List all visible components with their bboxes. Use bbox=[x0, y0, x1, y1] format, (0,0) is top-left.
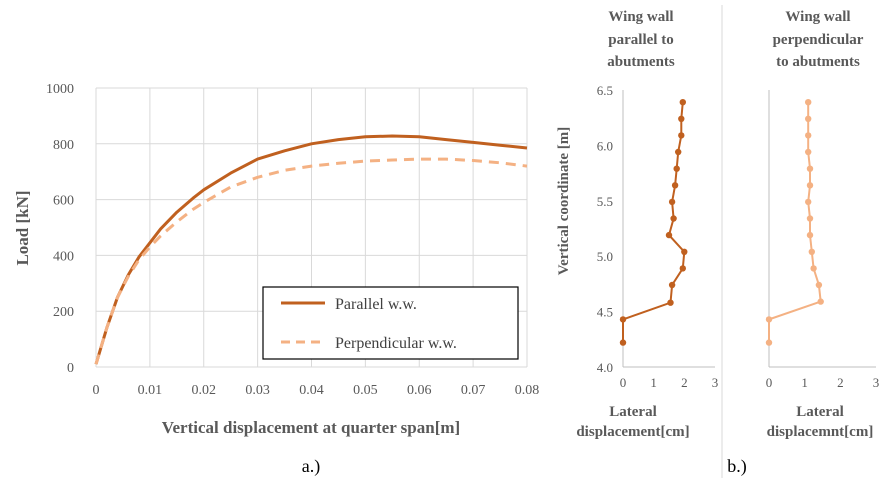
chart-b1-axes bbox=[622, 90, 715, 368]
chart-a-y-tick-label: 200 bbox=[53, 305, 74, 320]
chart-a-y-tick-label: 800 bbox=[53, 138, 74, 153]
parallel-wing-wall-profile: Wing wall parallel to abutments Vertical… bbox=[556, 9, 747, 477]
caption-b: b.) bbox=[727, 456, 747, 477]
b1-data-point bbox=[671, 182, 679, 189]
b2-data-point bbox=[806, 231, 814, 239]
b2-x-tick-label: 0 bbox=[766, 375, 773, 390]
chart-b2-title-line1: Wing wall bbox=[785, 9, 850, 25]
chart-a-y-ticks: 0 200 400 600 800 1000 bbox=[46, 82, 74, 376]
b1-y-tick-label: 6.5 bbox=[597, 83, 613, 98]
b2-x-tick-label: 3 bbox=[873, 375, 880, 390]
b1-data-point bbox=[668, 281, 676, 289]
chart-b1-x-ticks: 0 1 2 3 bbox=[620, 375, 719, 390]
b2-data-point bbox=[805, 198, 812, 206]
chart-a-x-tick-label: 0.03 bbox=[245, 383, 270, 398]
b1-x-tick-label: 1 bbox=[650, 375, 657, 390]
chart-a-y-tick-label: 0 bbox=[67, 361, 74, 376]
chart-a-legend: Parallel w.w. Perpendicular w.w. bbox=[262, 286, 519, 360]
chart-b1-title-line2: parallel to bbox=[608, 32, 673, 48]
b2-data-point bbox=[805, 115, 812, 123]
b2-series-line bbox=[768, 102, 822, 343]
b2-data-point bbox=[815, 281, 823, 289]
chart-b2-series bbox=[765, 99, 824, 346]
b2-data-point bbox=[765, 339, 773, 346]
chart-b1-series bbox=[619, 99, 688, 346]
b1-y-tick-label: 4.5 bbox=[597, 305, 613, 320]
b1-x-tick-label: 0 bbox=[620, 375, 627, 390]
chart-b2-title-line2: perpendicular bbox=[773, 32, 864, 48]
chart-a-x-axis-title: Vertical displacement at quarter span[m] bbox=[162, 418, 460, 437]
b1-x-tick-label: 3 bbox=[712, 375, 719, 390]
chart-a-series bbox=[94, 134, 528, 365]
b1-data-point bbox=[673, 165, 680, 172]
legend-box bbox=[262, 286, 519, 360]
chart-a-y-tick-label: 1000 bbox=[46, 82, 74, 97]
b1-y-tick-label: 5.0 bbox=[597, 249, 613, 264]
b1-data-point bbox=[679, 265, 686, 272]
b2-data-point bbox=[805, 132, 812, 139]
legend-label-perpendicular: Perpendicular w.w. bbox=[335, 335, 457, 352]
b2-data-point bbox=[765, 316, 773, 323]
b2-data-point bbox=[817, 298, 824, 305]
b1-x-tick-label: 2 bbox=[681, 375, 688, 390]
chart-a-x-tick-label: 0.06 bbox=[407, 383, 432, 398]
chart-a-x-tick-label: 0 bbox=[93, 383, 100, 398]
b1-y-tick-label: 5.5 bbox=[597, 194, 613, 209]
chart-a-series-line-perpendicular bbox=[94, 157, 528, 365]
chart-a-x-tick-label: 0.01 bbox=[138, 383, 163, 398]
b2-x-tick-label: 2 bbox=[837, 375, 844, 390]
chart-b2-axes bbox=[768, 90, 876, 368]
b2-data-point bbox=[805, 99, 812, 106]
b1-data-point bbox=[670, 215, 677, 222]
b2-x-tick-label: 1 bbox=[801, 375, 808, 390]
b1-data-point bbox=[678, 132, 685, 139]
b1-data-point bbox=[619, 316, 627, 323]
b2-data-point bbox=[810, 265, 817, 272]
chart-b1-title-line1: Wing wall bbox=[608, 9, 673, 25]
chart-a-y-tick-label: 600 bbox=[53, 194, 74, 209]
chart-b2-title-line3: to abutments bbox=[776, 54, 860, 70]
chart-a-x-tick-label: 0.08 bbox=[515, 383, 540, 398]
caption-a: a.) bbox=[302, 456, 320, 477]
chart-a-y-tick-label: 400 bbox=[53, 249, 74, 264]
b2-data-point bbox=[806, 165, 814, 172]
b1-data-point bbox=[619, 339, 627, 346]
b1-data-point bbox=[668, 198, 676, 206]
legend-label-parallel: Parallel w.w. bbox=[335, 296, 417, 313]
perpendicular-wing-wall-profile: Wing wall perpendicular to abutments 0 1 2… bbox=[766, 9, 880, 440]
chart-a-x-ticks: 0 0.01 0.02 0.03 0.04 0.05 0.06 0.07 0.08 bbox=[93, 383, 540, 398]
b2-data-point bbox=[806, 215, 814, 222]
chart-b1-x-axis-title-line2: displacement[cm] bbox=[576, 424, 689, 440]
b1-data-point bbox=[665, 231, 673, 239]
b1-series-line bbox=[622, 102, 686, 343]
chart-a-x-tick-label: 0.04 bbox=[299, 383, 324, 398]
chart-a-x-tick-label: 0.07 bbox=[461, 383, 486, 398]
chart-b2-x-axis-title-line1: Lateral bbox=[796, 404, 843, 420]
b2-data-point bbox=[805, 148, 812, 156]
b2-data-point bbox=[806, 182, 814, 189]
b1-data-point bbox=[681, 248, 688, 255]
chart-b1-y-axis-title: Vertical coordinate [m] bbox=[556, 127, 572, 276]
b1-y-tick-label: 4.0 bbox=[597, 360, 613, 375]
b1-data-point bbox=[679, 99, 686, 106]
chart-a-x-tick-label: 0.05 bbox=[353, 383, 378, 398]
chart-b2-x-axis-title-line2: displacemnt[cm] bbox=[767, 424, 874, 440]
chart-b1-x-axis-title-line1: Lateral bbox=[609, 404, 656, 420]
b1-data-point bbox=[678, 115, 685, 123]
chart-b2-x-ticks: 0 1 2 3 bbox=[766, 375, 880, 390]
b1-data-point bbox=[675, 148, 682, 156]
b1-data-point bbox=[667, 299, 674, 306]
chart-a-y-axis-title: Load [kN] bbox=[13, 190, 32, 265]
b1-y-tick-label: 6.0 bbox=[597, 138, 613, 153]
chart-b1-y-ticks: 4.0 4.5 5.0 5.5 6.0 6.5 bbox=[597, 83, 613, 375]
b2-data-point bbox=[808, 248, 815, 255]
chart-a-x-tick-label: 0.02 bbox=[192, 383, 217, 398]
chart-b1-title-line3: abutments bbox=[607, 54, 675, 70]
